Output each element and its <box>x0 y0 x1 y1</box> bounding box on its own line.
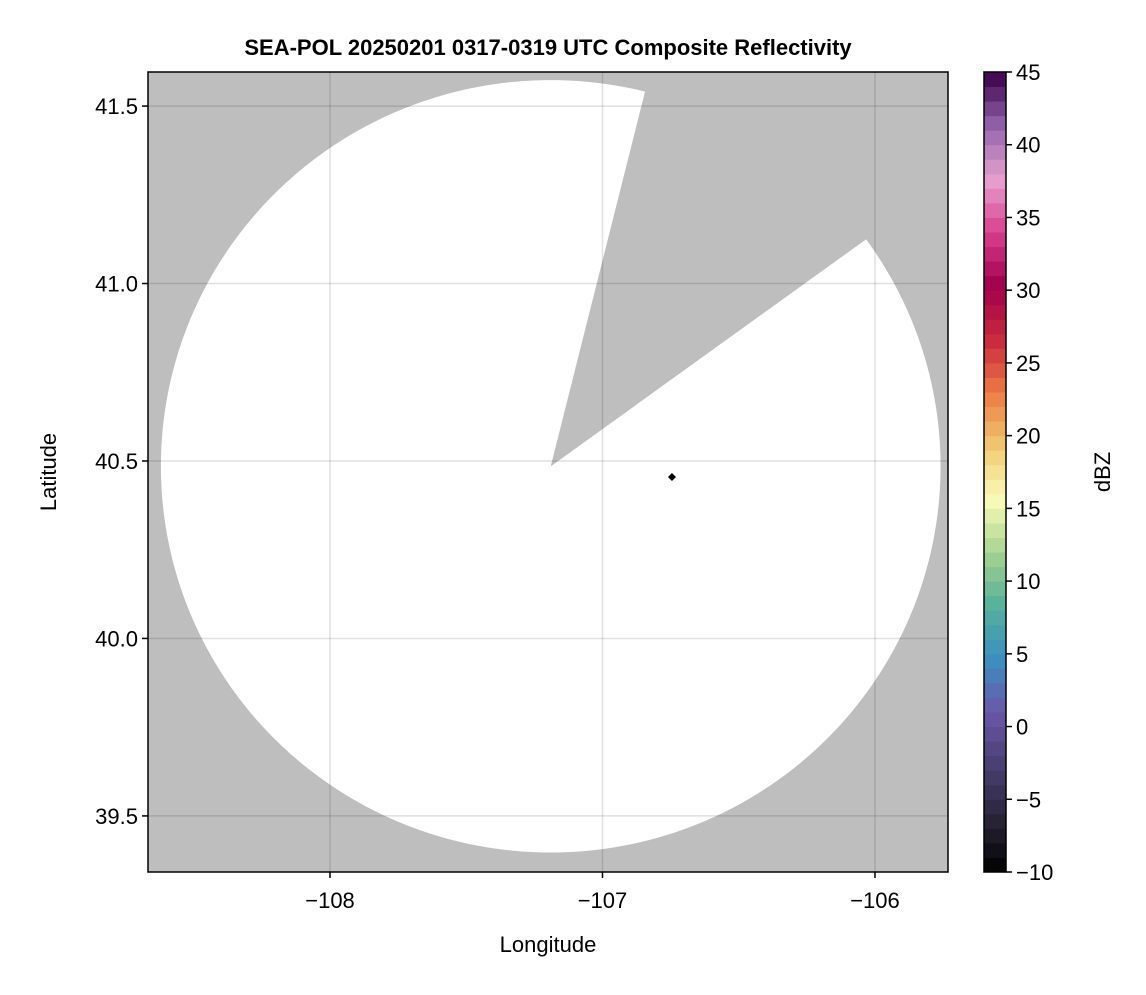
plot-frame <box>147 71 949 873</box>
colorbar-cell <box>984 508 1006 524</box>
colorbar-cell <box>984 101 1006 117</box>
colorbar-frame <box>983 71 1007 873</box>
colorbar-cell <box>984 784 1006 800</box>
colorbar-tick-label: 0 <box>1016 715 1028 740</box>
colorbar: −10 −5 0 5 10 15 20 25 30 35 40 45 <box>983 60 1053 885</box>
colorbar-cell <box>984 115 1006 131</box>
colorbar-cell <box>984 246 1006 262</box>
colorbar-cell <box>984 421 1006 437</box>
colorbar-cell <box>984 232 1006 248</box>
colorbar-cell <box>984 261 1006 277</box>
colorbar-cell <box>984 668 1006 684</box>
colorbar-cell <box>984 595 1006 611</box>
colorbar-cell <box>984 741 1006 757</box>
colorbar-tick-label: 45 <box>1016 60 1040 85</box>
colorbar-cell <box>984 479 1006 495</box>
colorbar-tick-label: 5 <box>1016 642 1028 667</box>
colorbar-cell <box>984 581 1006 597</box>
y-axis-ticks: 39.5 40.0 40.5 41.0 41.5 <box>95 94 148 829</box>
colorbar-tick-label: 30 <box>1016 278 1040 303</box>
plot-area <box>147 71 949 873</box>
colorbar-cell <box>984 697 1006 713</box>
colorbar-cell <box>984 842 1006 858</box>
colorbar-cell <box>984 304 1006 320</box>
colorbar-cell <box>984 726 1006 742</box>
colorbar-tick-label: 20 <box>1016 424 1040 449</box>
colorbar-cell <box>984 464 1006 480</box>
colorbar-cell <box>984 202 1006 218</box>
colorbar-tick-label: 40 <box>1016 133 1040 158</box>
colorbar-cell <box>984 624 1006 640</box>
colorbar-cell <box>984 566 1006 582</box>
colorbar-cell <box>984 319 1006 335</box>
colorbar-tick-label: 35 <box>1016 205 1040 230</box>
y-axis-label: Latitude <box>36 433 61 511</box>
colorbar-cell <box>984 537 1006 553</box>
colorbar-tick-label: 25 <box>1016 351 1040 376</box>
colorbar-cell <box>984 348 1006 364</box>
colorbar-cell <box>984 130 1006 146</box>
x-axis-ticks: −108 −107 −106 <box>305 872 900 913</box>
colorbar-cell <box>984 392 1006 408</box>
colorbar-cell <box>984 377 1006 393</box>
colorbar-cell <box>984 639 1006 655</box>
colorbar-cell <box>984 770 1006 786</box>
y-tick-label: 41.0 <box>95 272 138 297</box>
y-tick-label: 40.5 <box>95 449 138 474</box>
colorbar-cell <box>984 682 1006 698</box>
colorbar-tick-label: −5 <box>1016 787 1041 812</box>
colorbar-cell <box>984 173 1006 189</box>
colorbar-tick-label: 15 <box>1016 496 1040 521</box>
colorbar-cell <box>984 493 1006 509</box>
colorbar-cell <box>984 435 1006 451</box>
x-tick-label: −106 <box>850 888 900 913</box>
colorbar-cell <box>984 813 1006 829</box>
colorbar-cell <box>984 450 1006 466</box>
colorbar-cell <box>984 522 1006 538</box>
colorbar-cell <box>984 275 1006 291</box>
colorbar-tick-label: 10 <box>1016 569 1040 594</box>
colorbar-cell <box>984 362 1006 378</box>
colorbar-cell <box>984 72 1006 88</box>
colorbar-cell <box>984 406 1006 422</box>
colorbar-cell <box>984 188 1006 204</box>
colorbar-cell <box>984 333 1006 349</box>
colorbar-tick-label: −10 <box>1016 860 1053 885</box>
x-axis-label: Longitude <box>500 932 597 957</box>
x-tick-label: −107 <box>578 888 628 913</box>
colorbar-cell <box>984 290 1006 306</box>
y-tick-label: 39.5 <box>95 804 138 829</box>
colorbar-cell <box>984 552 1006 568</box>
colorbar-cell <box>984 828 1006 844</box>
colorbar-cell <box>984 86 1006 102</box>
marker-point <box>667 472 676 481</box>
colorbar-cell <box>984 610 1006 626</box>
colorbar-cell <box>984 217 1006 233</box>
colorbar-cell <box>984 144 1006 160</box>
colorbar-cell <box>984 653 1006 669</box>
y-tick-label: 41.5 <box>95 94 138 119</box>
colorbar-cell <box>984 857 1006 873</box>
radar-coverage-area <box>160 80 941 853</box>
colorbar-cell <box>984 755 1006 771</box>
colorbar-label: dBZ <box>1090 452 1115 492</box>
chart-title: SEA-POL 20250201 0317-0319 UTC Composite… <box>244 35 852 60</box>
colorbar-cell <box>984 712 1006 728</box>
colorbar-cell <box>984 159 1006 175</box>
colorbar-cell <box>984 799 1006 815</box>
y-tick-label: 40.0 <box>95 626 138 651</box>
x-tick-label: −108 <box>305 888 355 913</box>
